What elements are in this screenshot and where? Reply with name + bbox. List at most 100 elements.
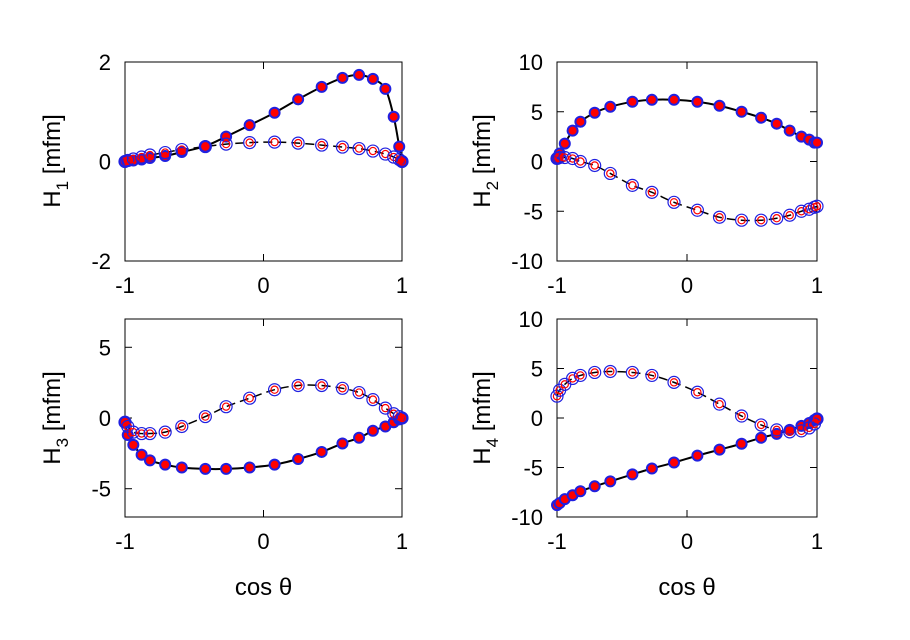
data-point-dashed [315,138,329,152]
series-line-dashed [556,370,818,433]
y-tick-label: 5 [531,100,543,125]
data-point-dashed-inner [647,371,657,380]
data-point-solid [755,431,768,444]
data-point-dashed [558,150,572,165]
data-point-dashed [175,419,189,434]
data-point-dashed-inner [576,157,585,166]
data-point-dashed [603,166,617,181]
data-point-dashed-inner [177,145,186,154]
data-point-dashed-inner [338,142,347,152]
data-point-dashed-inner [797,426,806,436]
data-point-dashed [810,199,824,213]
data-point-solid [755,111,768,124]
data-point-dashed-inner [145,150,155,160]
data-point-dashed [291,136,305,150]
data-point-dashed [143,426,157,441]
y-tick-label: -5 [523,199,543,224]
data-point-dashed [770,211,784,225]
data-point-dashed [366,393,380,407]
data-point-solid [604,100,617,113]
data-point-dashed-inner [576,371,585,380]
data-point-dashed [588,158,602,173]
data-point-dashed [126,152,140,166]
data-point-dashed [754,418,768,432]
data-point-dashed-inner [812,202,822,211]
data-point-dashed [135,150,149,164]
data-point-dashed-inner [221,139,231,149]
data-point-dashed-inner [812,414,822,424]
data-point-solid [811,136,823,149]
data-point-dashed-inner [317,140,326,150]
data-point-dashed [158,425,172,439]
data-point-dashed-inner [160,148,170,157]
data-point-dashed-inner [737,216,746,225]
y-axis-label-unit: [mfm] [39,114,66,181]
y-tick-label: 5 [99,335,111,360]
data-point-solid [783,124,796,137]
y-axis-label: H3 [mfm] [39,371,72,464]
y-tick-label: 0 [531,150,543,175]
data-point-dashed [645,185,659,199]
data-point-solid [770,117,783,130]
data-point-solid [127,438,140,451]
series-line-dashed [124,384,403,435]
data-point-solid [691,449,704,462]
data-point-dashed [352,385,366,400]
data-point-dashed-inner [129,427,138,437]
data-point-dashed [335,140,350,154]
data-point-dashed-inner [270,385,279,394]
y-axis-label-subscript: 2 [483,181,502,190]
y-tick-label: -5 [523,456,543,481]
y-axis-label-unit: [mfm] [469,371,496,438]
y-axis-label: H2 [mfm] [469,114,502,207]
data-point-dashed [219,137,233,151]
data-point-dashed [135,426,149,441]
data-point-dashed-inner [368,395,378,404]
data-point-solid [199,462,212,475]
y-tick-label: 0 [99,150,111,175]
data-point-solid [626,95,639,108]
data-point-solid [574,485,587,498]
data-point-dashed [690,385,705,399]
x-tick-label: 0 [257,273,269,298]
data-point-dashed [291,378,305,393]
data-point-dashed-inner [647,188,657,197]
data-point-dashed [267,383,282,397]
x-axis-label: cos θ [658,574,715,601]
data-point-dashed-inner [590,161,599,170]
data-point-dashed [121,153,135,168]
data-point-solid [558,137,571,150]
data-point-dashed [550,389,564,403]
data-point-dashed-inner [785,427,794,437]
data-point-dashed-inner [606,367,615,376]
data-point-dashed [267,135,282,149]
y-tick-label: -2 [91,249,111,274]
data-point-solid [574,115,587,128]
data-point-dashed [366,144,380,158]
y-tick-label: 10 [519,50,543,75]
x-tick-label: 1 [396,273,408,298]
data-point-dashed-inner [129,154,138,164]
data-point-solid [353,68,366,81]
data-point-dashed [734,213,749,227]
y-tick-label: -10 [511,505,543,530]
data-point-dashed-inner [568,374,577,383]
data-point-solid [691,95,704,108]
data-point-solid [645,462,658,475]
data-point-dashed-inner [137,429,146,438]
x-tick-label: -1 [547,529,567,554]
data-point-dashed-inner [785,211,794,220]
data-point-dashed [158,145,172,160]
data-point-dashed [143,148,157,162]
data-point-dashed [734,409,749,423]
data-point-dashed [335,381,350,395]
data-point-dashed-inner [293,138,303,148]
data-point-solid [366,72,379,85]
data-point-dashed-inner [606,169,615,178]
data-point-dashed [243,391,257,405]
data-point-solid [135,448,148,461]
data-point-dashed [395,154,409,169]
data-point-dashed-inner [160,427,170,437]
data-point-dashed-inner [120,418,130,427]
